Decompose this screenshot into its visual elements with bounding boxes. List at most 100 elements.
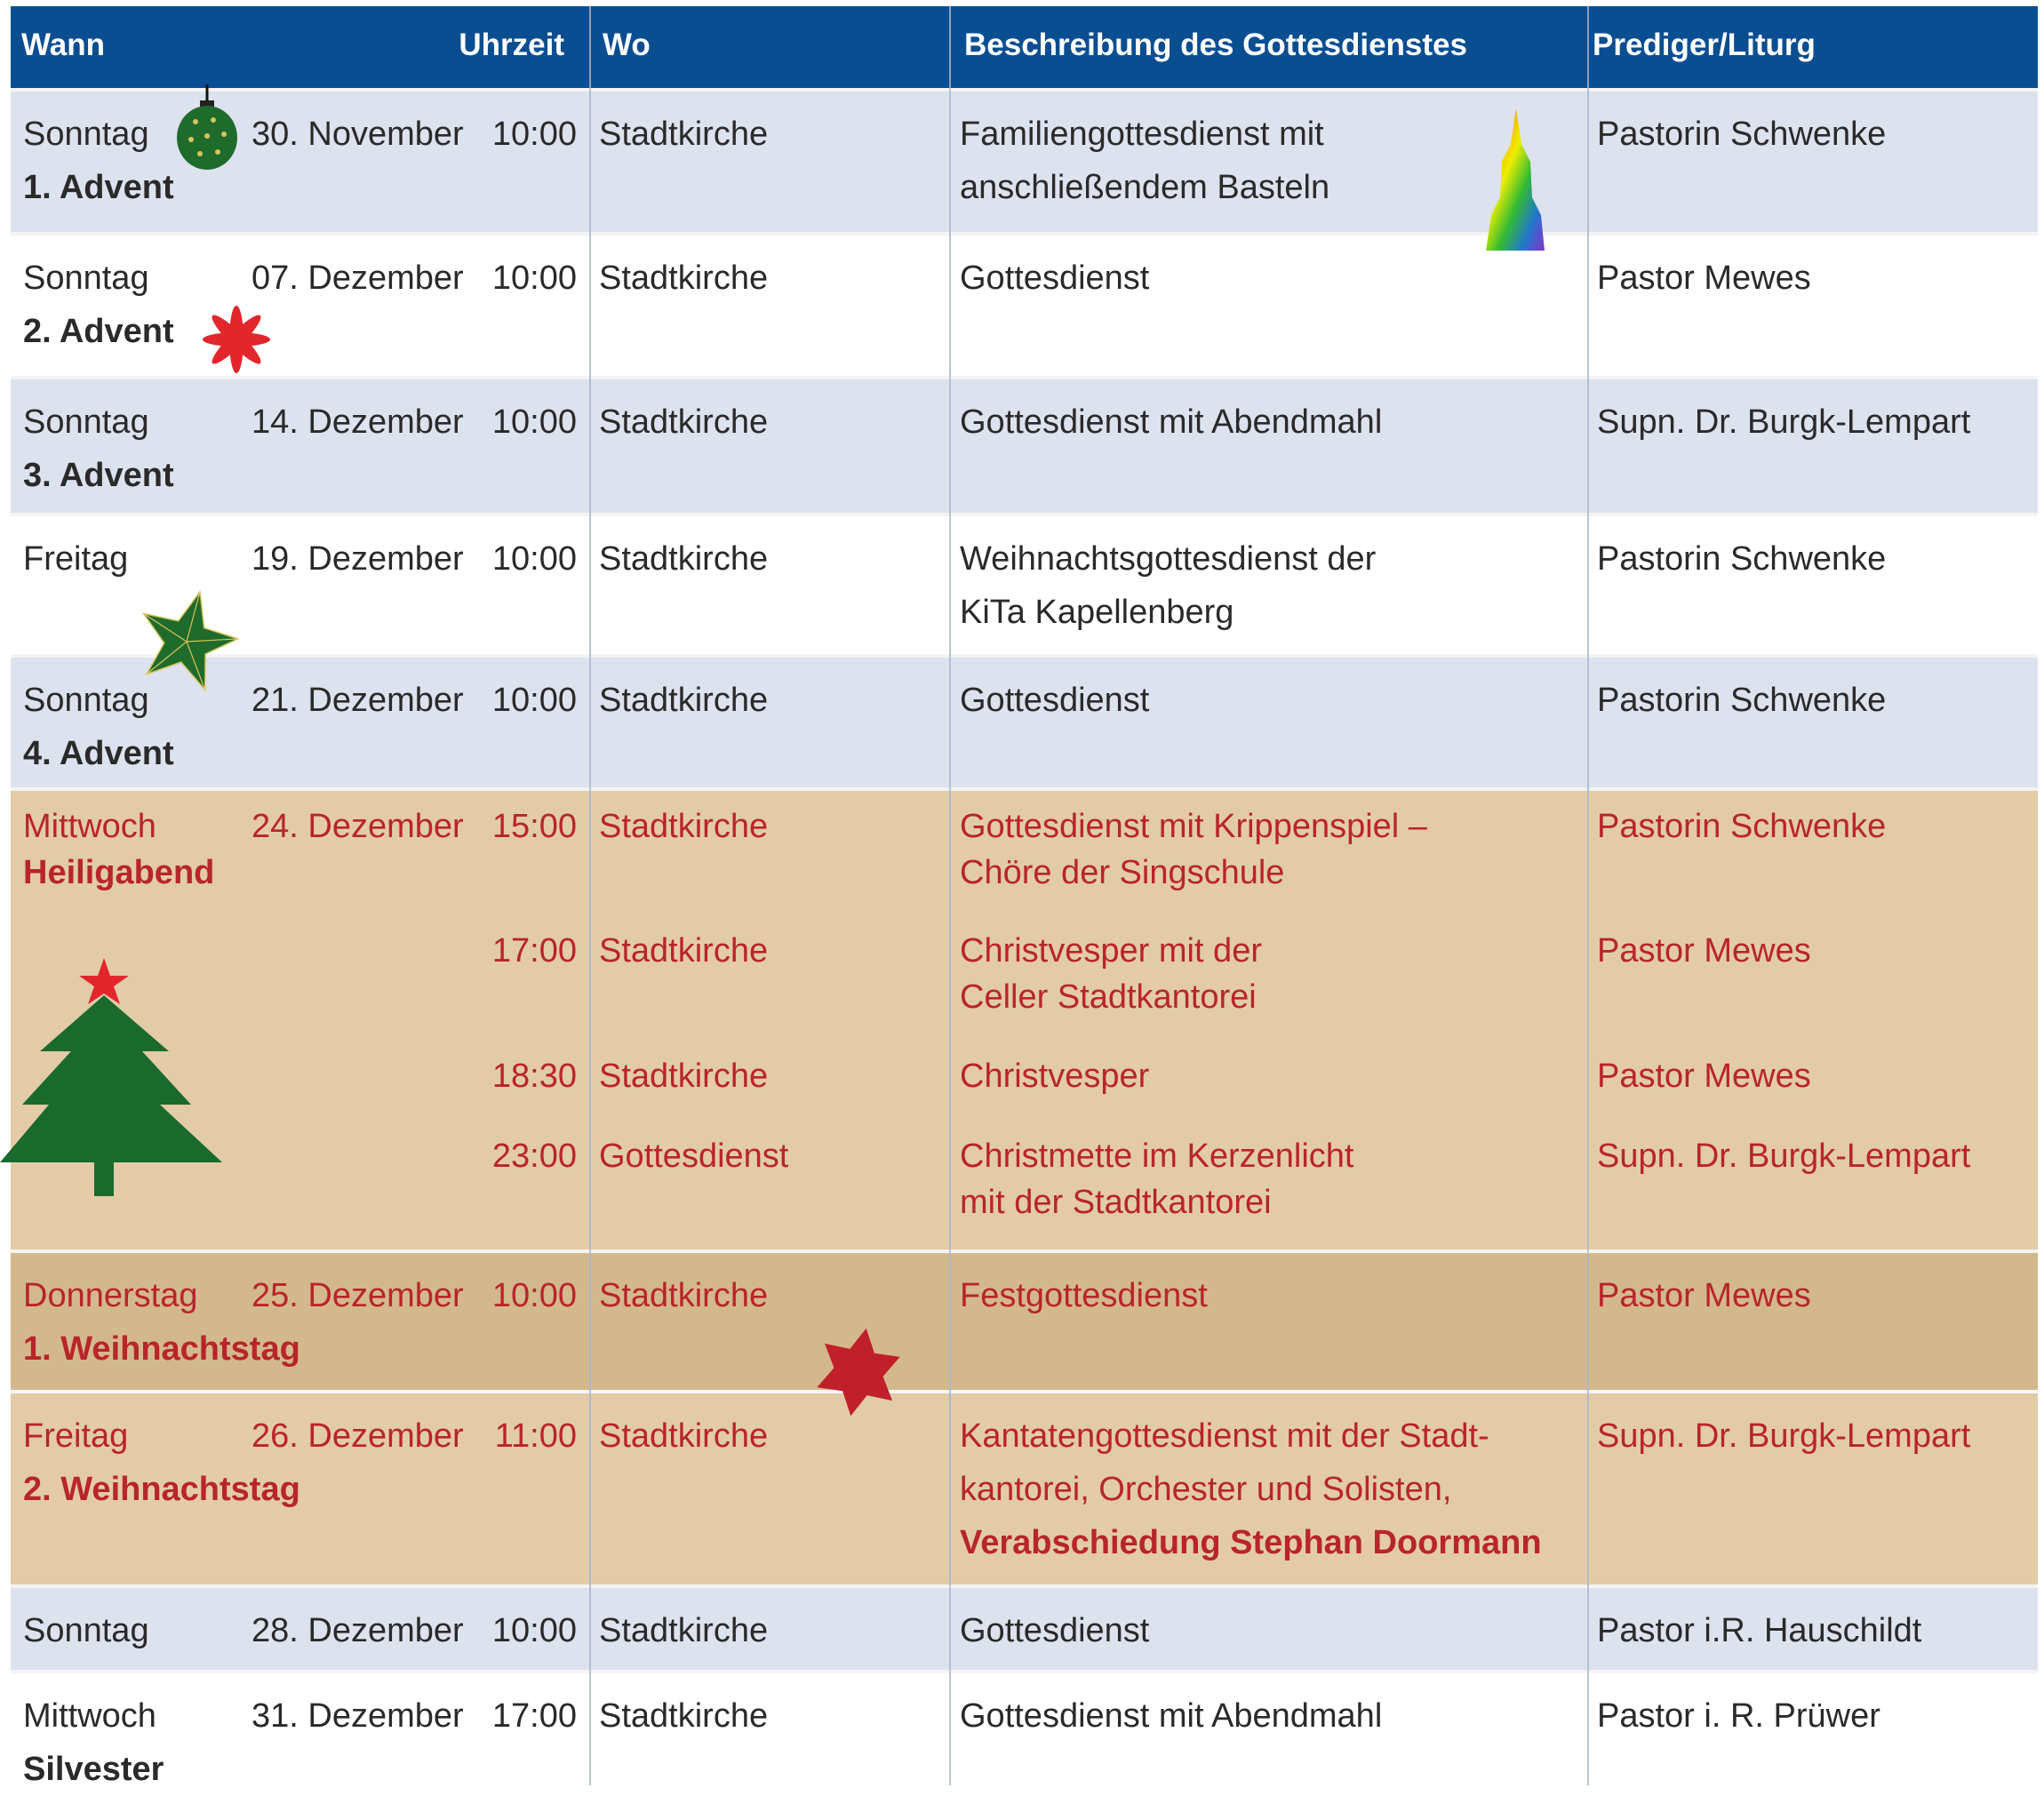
description-highlight: Verabschiedung Stephan Doormann <box>960 1524 1542 1561</box>
place-label: Stadtkirche <box>599 259 769 297</box>
place-label: Stadtkirche <box>599 808 769 845</box>
description-line: Christvesper <box>960 1058 1150 1095</box>
preacher-label: Supn. Dr. Burgk-Lempart <box>1597 1137 1971 1175</box>
description-text: Familiengottesdienst mit anschließendem B… <box>960 108 1329 214</box>
column-divider <box>1587 6 1589 1785</box>
preacher-label: Supn. Dr. Burgk-Lempart <box>1597 403 1971 441</box>
time-label: 10:00 <box>491 259 577 297</box>
place-label: Stadtkirche <box>599 1058 769 1095</box>
date-label: 31. Dezember <box>252 1697 464 1735</box>
description-line: anschließendem Basteln <box>960 169 1330 206</box>
description-text: Christvesper mit der Celler Stadtkantorei <box>960 928 1262 1020</box>
description-text: Gottesdienst <box>960 1604 1149 1657</box>
day-label: Sonntag <box>23 403 149 441</box>
description-line: Kantatengottesdienst mit der Stadt- <box>960 1417 1489 1455</box>
table-row: Freitag 26. Dezember 2. Weihnachtstag 11:00… <box>11 1390 2038 1584</box>
description-line: Chöre der Singschule <box>960 854 1285 891</box>
description-line: Weihnachtsgottesdienst der <box>960 540 1377 578</box>
holiday-label: 2. Advent <box>23 313 174 350</box>
church-tower-icon <box>1486 108 1545 251</box>
date-label: 14. Dezember <box>252 403 464 441</box>
description-line: Gottesdienst mit Abendmahl <box>960 1697 1383 1735</box>
place-label: Stadtkirche <box>599 682 769 719</box>
place-label: Stadtkirche <box>599 1417 769 1455</box>
table-row: Sonntag 07. Dezember 2. Advent 10:00 Stadtki… <box>11 232 2038 376</box>
description-line: Gottesdienst <box>960 259 1150 297</box>
time-label: 10:00 <box>491 540 577 578</box>
preacher-label: Pastorin Schwenke <box>1597 682 1887 719</box>
table-row: Sonntag 28. Dezember 10:00 Stadtkirche Gotte… <box>11 1584 2038 1670</box>
time-label: 11:00 <box>494 1417 577 1455</box>
preacher-label: Pastorin Schwenke <box>1597 540 1887 578</box>
preacher-label: Pastor Mewes <box>1597 1058 1811 1095</box>
time-label: 18:30 <box>491 1058 577 1095</box>
description-line: Christvesper mit der <box>960 932 1262 970</box>
description-text: Christvesper <box>960 1053 1149 1099</box>
preacher-label: Pastor i.R. Hauschildt <box>1597 1612 1922 1649</box>
description-line: Celler Stadtkantorei <box>960 978 1257 1016</box>
date-label: 19. Dezember <box>252 540 464 578</box>
place-label: Stadtkirche <box>599 540 769 578</box>
preacher-label: Pastor Mewes <box>1597 932 1811 970</box>
time-label: 17:00 <box>491 1697 577 1735</box>
preacher-label: Pastorin Schwenke <box>1597 116 1887 153</box>
time-label: 10:00 <box>491 403 577 441</box>
holiday-label: 2. Weihnachtstag <box>23 1471 300 1508</box>
header-description: Beschreibung des Gottesdienstes <box>964 28 1467 62</box>
description-text: Festgottesdienst <box>960 1269 1208 1322</box>
table-row: Freitag 19. Dezember 10:00 Stadtkirche Weihn… <box>11 513 2038 654</box>
table-row: Sonntag 30. November 1. Advent 10:00 Stadtki… <box>11 88 2038 232</box>
place-label: Stadtkirche <box>599 403 769 441</box>
place-label: Stadtkirche <box>599 1612 769 1649</box>
day-label: Sonntag <box>23 1612 149 1649</box>
day-label: Donnerstag <box>23 1277 198 1314</box>
holiday-label: Heiligabend <box>23 854 215 891</box>
day-label: Mittwoch <box>23 1697 156 1735</box>
description-text: Gottesdienst mit Abendmahl <box>960 1689 1382 1743</box>
description-text: Gottesdienst mit Krippenspiel – Chöre der… <box>960 803 1427 896</box>
day-label: Sonntag <box>23 259 149 297</box>
christmas-tree-icon <box>0 958 222 1196</box>
date-label: 26. Dezember <box>252 1417 464 1455</box>
description-line: kantorei, Orchester und Solisten, <box>960 1471 1452 1508</box>
description-text: Gottesdienst <box>960 251 1149 305</box>
description-line: KiTa Kapellenberg <box>960 594 1234 631</box>
preacher-label: Supn. Dr. Burgk-Lempart <box>1597 1417 1971 1455</box>
place-label: Stadtkirche <box>599 1697 769 1735</box>
day-label: Sonntag <box>23 682 149 719</box>
place-label: Stadtkirche <box>599 116 769 153</box>
description-line: Familiengottesdienst mit <box>960 116 1324 153</box>
preacher-label: Pastor i. R. Prüwer <box>1597 1697 1880 1735</box>
description-text: Gottesdienst mit Abendmahl <box>960 395 1382 449</box>
holiday-label: 1. Advent <box>23 169 174 206</box>
description-line: Christmette im Kerzenlicht <box>960 1137 1354 1175</box>
description-line: Festgottesdienst <box>960 1277 1208 1314</box>
red-star-icon <box>817 1328 900 1417</box>
day-label: Sonntag <box>23 116 149 153</box>
column-divider <box>589 6 591 1785</box>
day-label: Mittwoch <box>23 808 156 845</box>
place-label: Gottesdienst <box>599 1137 789 1175</box>
table-header: Wann Uhrzeit Wo Beschreibung des Gottesd… <box>11 6 2038 88</box>
header-preacher: Prediger/Liturg <box>1593 28 1816 62</box>
date-label: 25. Dezember <box>252 1277 464 1314</box>
date-label: 30. November <box>252 116 464 153</box>
preacher-label: Pastor Mewes <box>1597 259 1811 297</box>
date-label: 28. Dezember <box>252 1612 464 1649</box>
time-label: 10:00 <box>491 1612 577 1649</box>
time-label: 10:00 <box>491 1277 577 1314</box>
description-line: mit der Stadtkantorei <box>960 1184 1272 1221</box>
red-flower-icon <box>203 306 270 373</box>
time-label: 23:00 <box>491 1137 577 1175</box>
description-text: Weihnachtsgottesdienst der KiTa Kapellenb… <box>960 532 1376 639</box>
holiday-label: 4. Advent <box>23 735 174 772</box>
date-label: 24. Dezember <box>252 808 464 845</box>
time-label: 15:00 <box>491 808 577 845</box>
day-label: Freitag <box>23 1417 129 1455</box>
table-row: Donnerstag 25. Dezember 1. Weihnachtstag 10… <box>11 1249 2038 1390</box>
header-when: Wann <box>21 28 105 62</box>
service-schedule-table: Wann Uhrzeit Wo Beschreibung des Gottesd… <box>11 6 2038 1788</box>
christmas-ornament-icon <box>177 84 237 170</box>
day-label: Freitag <box>23 540 129 578</box>
holiday-label: Silvester <box>23 1751 164 1788</box>
